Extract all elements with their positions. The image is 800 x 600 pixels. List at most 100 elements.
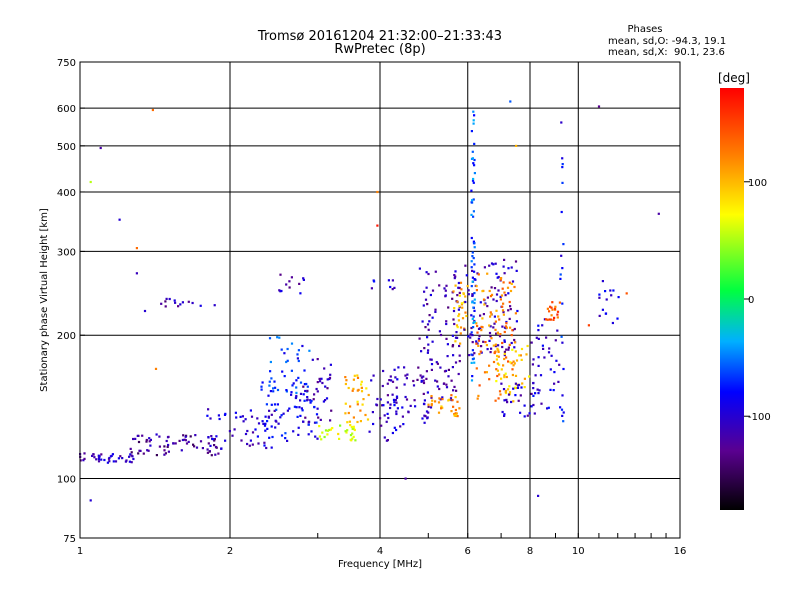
data-point xyxy=(242,420,245,423)
data-point xyxy=(297,376,300,379)
data-point xyxy=(404,395,407,399)
data-point xyxy=(264,422,267,425)
data-point xyxy=(495,332,498,335)
data-point xyxy=(117,457,120,460)
data-point xyxy=(493,315,496,318)
data-point xyxy=(315,421,318,424)
data-point xyxy=(395,410,398,413)
data-point xyxy=(498,390,502,393)
data-point xyxy=(454,408,457,412)
data-point xyxy=(396,407,399,410)
data-point xyxy=(165,439,168,443)
data-point xyxy=(461,317,465,320)
data-point xyxy=(158,435,161,438)
data-point xyxy=(189,435,192,438)
data-point xyxy=(430,368,433,371)
data-point xyxy=(299,414,302,417)
data-point xyxy=(121,457,124,460)
data-point xyxy=(556,316,559,319)
data-point xyxy=(494,345,497,348)
data-point xyxy=(549,318,552,321)
data-point xyxy=(550,314,553,317)
data-point xyxy=(429,406,433,409)
data-point xyxy=(470,379,474,382)
data-point xyxy=(458,344,461,348)
data-point xyxy=(111,453,114,456)
data-point xyxy=(479,301,482,304)
data-point xyxy=(561,181,564,184)
data-point xyxy=(486,305,489,308)
data-point xyxy=(97,458,100,461)
data-point xyxy=(344,430,347,433)
data-point xyxy=(391,393,394,396)
data-point xyxy=(383,414,386,417)
data-point xyxy=(386,401,389,404)
data-point xyxy=(444,289,447,292)
data-point xyxy=(482,340,485,343)
data-point xyxy=(473,278,476,281)
data-point xyxy=(158,445,161,448)
data-point xyxy=(439,398,442,401)
data-point xyxy=(350,425,353,429)
data-point xyxy=(512,364,515,367)
data-point xyxy=(386,412,389,415)
data-point xyxy=(495,368,498,371)
data-point xyxy=(473,361,476,364)
data-point xyxy=(502,281,505,284)
data-point xyxy=(556,310,560,313)
data-point xyxy=(548,318,551,321)
x-tick-label: 16 xyxy=(674,546,687,557)
data-point xyxy=(261,420,264,423)
data-point xyxy=(346,421,349,424)
data-point xyxy=(540,402,543,405)
data-point xyxy=(428,314,431,317)
data-point xyxy=(382,369,385,373)
data-point xyxy=(307,423,310,426)
data-point xyxy=(453,322,456,326)
data-point xyxy=(233,428,236,431)
data-point xyxy=(387,279,390,282)
data-point xyxy=(356,376,360,379)
data-point xyxy=(511,373,514,377)
data-point xyxy=(239,415,242,418)
data-point xyxy=(301,344,304,348)
data-point xyxy=(499,278,502,281)
data-point xyxy=(405,377,408,380)
data-point xyxy=(549,305,552,308)
x-tick-label: 10 xyxy=(572,546,585,557)
data-point xyxy=(488,264,491,267)
data-point xyxy=(536,388,539,391)
data-point xyxy=(532,387,535,390)
data-point xyxy=(134,437,137,440)
data-point xyxy=(471,301,474,304)
data-point xyxy=(470,189,473,192)
data-point xyxy=(478,353,481,356)
data-point xyxy=(485,371,488,374)
data-point xyxy=(318,425,321,428)
data-point xyxy=(455,389,458,392)
y-tick-label: 75 xyxy=(63,534,76,545)
data-point xyxy=(386,394,389,397)
data-point xyxy=(556,313,559,316)
data-point xyxy=(272,390,275,393)
data-point xyxy=(290,369,293,372)
data-point xyxy=(89,499,92,502)
data-point xyxy=(516,309,519,313)
data-point xyxy=(541,324,544,327)
data-point xyxy=(401,406,404,409)
data-point xyxy=(290,276,293,279)
data-point xyxy=(477,344,480,347)
data-point xyxy=(256,417,259,420)
data-point xyxy=(352,425,355,428)
data-point xyxy=(507,393,511,396)
data-point xyxy=(353,374,356,377)
data-point xyxy=(547,351,551,354)
data-point xyxy=(155,433,158,436)
data-point xyxy=(500,294,504,297)
data-point xyxy=(329,428,332,431)
data-point xyxy=(473,320,476,324)
data-point xyxy=(97,460,101,463)
data-point xyxy=(471,179,475,182)
data-point xyxy=(598,314,601,317)
data-point xyxy=(148,440,151,443)
